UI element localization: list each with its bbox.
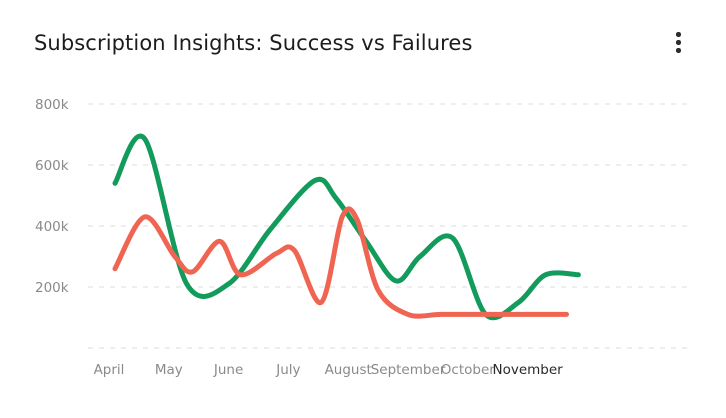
series-line-failures <box>112 206 569 319</box>
x-tick-label: June <box>213 362 243 378</box>
x-tick-label: April <box>94 362 125 378</box>
more-vertical-icon[interactable] <box>666 28 690 58</box>
x-tick-label: October <box>441 362 495 378</box>
series-line-success <box>112 133 581 321</box>
y-tick-label: 400k <box>35 219 69 235</box>
x-tick-label: May <box>155 362 183 378</box>
x-tick-label: September <box>371 362 446 378</box>
x-tick-label: August <box>325 362 372 378</box>
y-tick-label: 600k <box>35 158 69 174</box>
y-tick-label: 200k <box>35 280 69 296</box>
chart-title: Subscription Insights: Success vs Failur… <box>34 31 473 55</box>
x-tick-label: November <box>492 362 563 378</box>
y-tick-label: 800k <box>35 97 69 113</box>
x-tick-label: July <box>275 362 300 378</box>
